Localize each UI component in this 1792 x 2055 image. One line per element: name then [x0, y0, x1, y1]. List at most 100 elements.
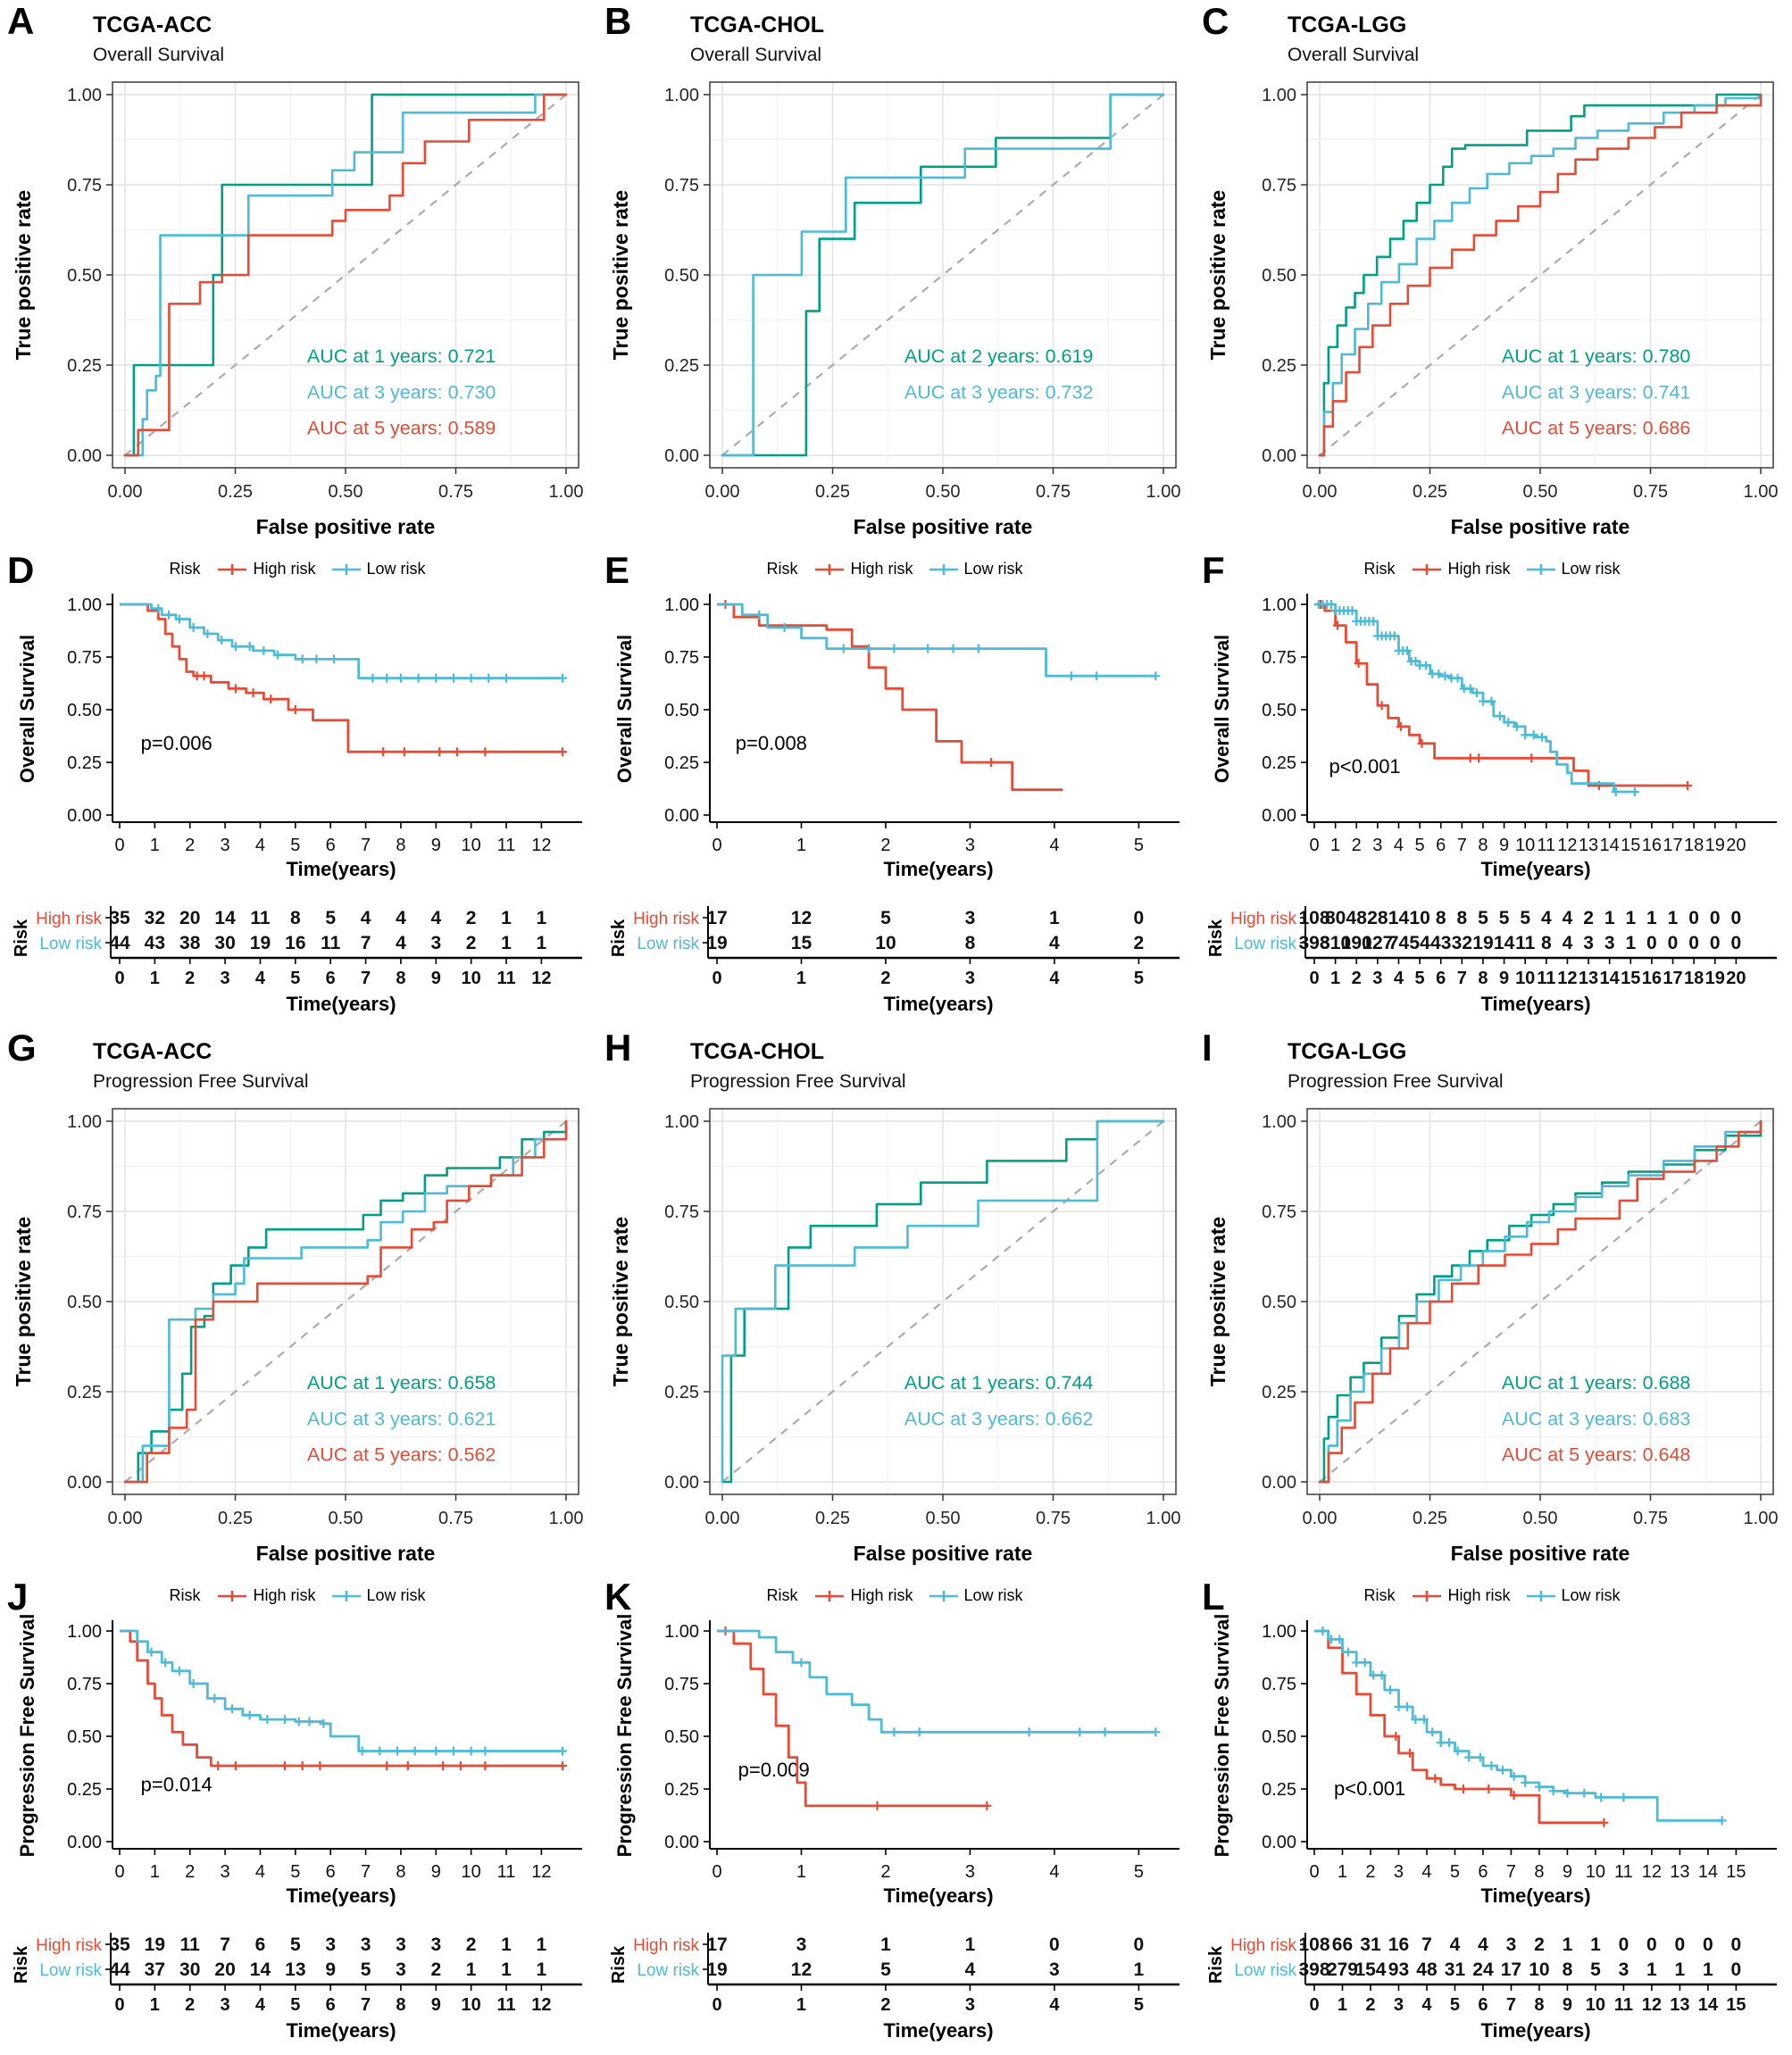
- risk-x-tick-label: 1: [796, 1995, 806, 2015]
- p-value-label: p=0.008: [736, 732, 807, 754]
- risk-x-tick-label: 10: [1586, 1995, 1605, 2015]
- panel-subtitle: Progression Free Survival: [1288, 1071, 1504, 1092]
- risk-x-tick-label: 2: [185, 969, 195, 988]
- risk-count: 44: [109, 933, 130, 953]
- x-tick-label: 15: [1726, 1862, 1746, 1882]
- legend-title: Risk: [169, 560, 201, 578]
- panel-subtitle: Progression Free Survival: [690, 1071, 906, 1092]
- risk-count: 1: [1604, 908, 1615, 928]
- risk-count: 11: [1515, 933, 1536, 953]
- km-curve: [1314, 1629, 1604, 1825]
- y-tick-label: 0.75: [67, 1675, 102, 1694]
- p-value-label: p=0.014: [141, 1773, 213, 1795]
- x-tick-label: 5: [1415, 836, 1425, 855]
- risk-count: 4: [965, 1959, 976, 1980]
- x-tick-label: 13: [1670, 1862, 1689, 1882]
- risk-x-tick-label: 11: [1614, 1995, 1633, 2015]
- y-tick-label: 0.50: [1262, 266, 1296, 286]
- auc-label: AUC at 1 years: 0.688: [1502, 1372, 1691, 1394]
- auc-label: AUC at 3 years: 0.683: [1502, 1408, 1691, 1429]
- panel-C: C TCGA-LGG Overall Survival 0.00 0.00 0.25 0.2…: [1195, 0, 1792, 549]
- y-axis-title: True positive rate: [1206, 190, 1229, 360]
- risk-count: 279: [1327, 1959, 1358, 1980]
- x-tick-label: 0: [1309, 836, 1319, 855]
- risk-count: 3: [1604, 933, 1615, 953]
- y-tick-label: 0.50: [664, 1727, 699, 1747]
- risk-x-tick-label: 9: [1563, 1995, 1572, 2015]
- risk-x-tick-label: 0: [712, 969, 721, 988]
- risk-count: 9: [325, 1959, 336, 1980]
- legend-item: Low risk: [330, 560, 426, 578]
- risk-x-tick-label: 0: [712, 1995, 721, 2015]
- risk-count: 5: [1590, 1959, 1601, 1980]
- risk-x-tick-label: 19: [1705, 969, 1725, 988]
- risk-count: 4: [361, 908, 371, 928]
- x-tick-label: 11: [497, 836, 516, 855]
- x-tick-label: 0: [712, 1862, 721, 1882]
- x-tick-label: 5: [1134, 1862, 1144, 1882]
- risk-count: 32: [1452, 933, 1472, 953]
- roc-curve: [1318, 1119, 1763, 1484]
- risk-x-tick-label: 4: [1394, 969, 1404, 988]
- risk-count: 5: [1499, 908, 1510, 928]
- risk-x-tick-label: 9: [1499, 969, 1509, 988]
- x-tick-label: 6: [1478, 1862, 1488, 1882]
- risk-count: 5: [361, 1959, 371, 1980]
- y-tick-label: 0.00: [67, 806, 102, 826]
- risk-row-label: High risk: [633, 910, 699, 928]
- legend-title: Risk: [766, 560, 798, 578]
- y-tick-label: 0.00: [664, 446, 699, 466]
- x-tick-label: 1: [796, 1862, 806, 1882]
- risk-row-label: Low risk: [39, 1961, 102, 1980]
- risk-count: 13: [285, 1959, 305, 1980]
- risk-x-tick-label: 8: [396, 969, 405, 988]
- risk-x-tick-label: 6: [326, 1995, 336, 2015]
- auc-label: AUC at 5 years: 0.648: [1502, 1444, 1691, 1466]
- risk-count: 0: [1134, 908, 1145, 928]
- panel-title: TCGA-CHOL: [690, 12, 824, 37]
- risk-count: 0: [1731, 908, 1742, 928]
- risk-count: 1: [501, 1959, 512, 1980]
- risk-count: 37: [145, 1959, 165, 1980]
- x-tick-label: 3: [1394, 1862, 1404, 1882]
- x-tick-label: 9: [431, 836, 441, 855]
- auc-label: AUC at 2 years: 0.619: [904, 345, 1094, 367]
- y-tick-label: 0.00: [664, 1473, 699, 1493]
- risk-x-tick-label: 3: [1394, 1995, 1404, 2015]
- risk-count: 108: [1298, 1934, 1329, 1955]
- auc-label: AUC at 1 years: 0.721: [307, 345, 496, 367]
- risk-x-tick-label: 12: [1642, 1995, 1662, 2015]
- risk-count: 31: [1360, 1934, 1381, 1955]
- auc-label: AUC at 3 years: 0.621: [307, 1408, 496, 1429]
- roc-plot: 0.00 0.00 0.25 0.25 0.50 0.50 0.75 0.75 1.00 1.00…: [1206, 81, 1778, 538]
- risk-count: 16: [1388, 1934, 1409, 1955]
- x-tick-label: 0.75: [1633, 482, 1668, 502]
- legend-label: High risk: [850, 560, 913, 578]
- risk-x-tick-label: 0: [1309, 969, 1319, 988]
- x-tick-label: 0.00: [1303, 482, 1338, 502]
- x-tick-label: 10: [1515, 836, 1535, 855]
- panel-A: A TCGA-ACC Overall Survival 0.00 0.00 0.25 0.2…: [0, 0, 597, 549]
- legend-title: Risk: [766, 1586, 798, 1604]
- y-axis-title: Progression Free Survival: [613, 1614, 636, 1858]
- x-tick-label: 3: [1372, 836, 1382, 855]
- risk-row-label: Low risk: [637, 935, 699, 953]
- y-axis-title: True positive rate: [12, 190, 35, 360]
- y-tick-label: 0.75: [664, 1675, 699, 1694]
- x-tick-label: 0.50: [329, 482, 363, 502]
- x-tick-label: 0.75: [1036, 1509, 1071, 1528]
- panel-subtitle: Overall Survival: [1288, 45, 1420, 65]
- x-tick-label: 1: [1330, 836, 1340, 855]
- x-tick-label: 4: [1049, 1862, 1059, 1882]
- x-tick-label: 0.75: [1036, 482, 1071, 502]
- panel-letter: A: [7, 0, 35, 42]
- x-tick-label: 1.00: [1146, 1509, 1181, 1528]
- risk-count: 4: [1049, 933, 1060, 953]
- x-tick-label: 17: [1663, 836, 1682, 855]
- x-tick-label: 2: [185, 836, 195, 855]
- y-tick-label: 0.00: [1262, 1473, 1296, 1493]
- x-tick-label: 12: [531, 1862, 551, 1882]
- risk-count: 7: [361, 933, 371, 953]
